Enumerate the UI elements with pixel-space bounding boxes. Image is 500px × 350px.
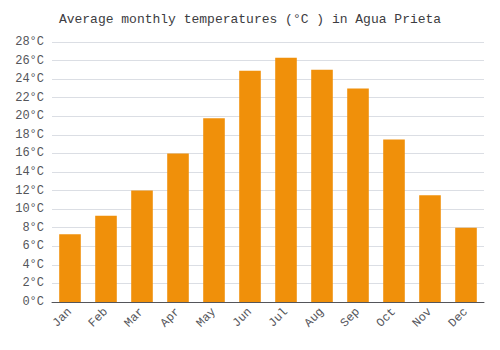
svg-text:26°C: 26°C xyxy=(15,54,44,68)
svg-text:Average monthly temperatures (: Average monthly temperatures (°C ) in Ag… xyxy=(59,12,441,27)
svg-text:Jan: Jan xyxy=(50,305,75,330)
svg-text:Mar: Mar xyxy=(122,305,147,330)
svg-text:Jul: Jul xyxy=(266,305,291,330)
svg-text:24°C: 24°C xyxy=(15,72,44,86)
svg-text:Oct: Oct xyxy=(374,305,399,330)
svg-text:Sep: Sep xyxy=(338,305,363,330)
svg-text:20°C: 20°C xyxy=(15,109,44,123)
svg-text:12°C: 12°C xyxy=(15,184,44,198)
svg-text:Feb: Feb xyxy=(86,305,111,330)
svg-text:2°C: 2°C xyxy=(22,276,44,290)
svg-text:4°C: 4°C xyxy=(22,258,44,272)
svg-text:Aug: Aug xyxy=(302,305,327,330)
svg-text:10°C: 10°C xyxy=(15,202,44,216)
svg-text:6°C: 6°C xyxy=(22,239,44,253)
svg-text:18°C: 18°C xyxy=(15,128,44,142)
svg-text:16°C: 16°C xyxy=(15,146,44,160)
svg-text:Nov: Nov xyxy=(410,305,435,330)
svg-text:Dec: Dec xyxy=(446,305,471,330)
svg-text:14°C: 14°C xyxy=(15,165,44,179)
svg-text:28°C: 28°C xyxy=(15,35,44,49)
svg-text:0°C: 0°C xyxy=(22,295,44,309)
svg-text:Apr: Apr xyxy=(158,305,183,330)
svg-text:Jun: Jun xyxy=(230,305,255,330)
svg-text:22°C: 22°C xyxy=(15,91,44,105)
svg-text:8°C: 8°C xyxy=(22,221,44,235)
svg-text:May: May xyxy=(194,305,219,330)
